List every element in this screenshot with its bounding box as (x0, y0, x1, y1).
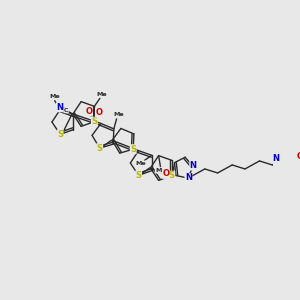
Text: S: S (92, 117, 98, 126)
Text: Me: Me (136, 161, 146, 166)
Text: N: N (272, 154, 279, 164)
Text: S: S (169, 171, 175, 180)
Text: N: N (185, 173, 192, 182)
Text: Me: Me (50, 94, 60, 99)
Text: O: O (85, 107, 92, 116)
Text: O: O (95, 108, 102, 117)
Text: Me: Me (113, 112, 124, 117)
Text: C: C (64, 108, 68, 113)
Text: S: S (97, 144, 103, 153)
Text: S: S (136, 171, 142, 180)
Text: Me: Me (96, 92, 107, 97)
Text: N: N (190, 161, 197, 170)
Text: O: O (297, 152, 300, 161)
Text: N: N (56, 103, 63, 112)
Text: O: O (162, 169, 169, 178)
Text: S: S (130, 145, 136, 154)
Text: Me: Me (155, 168, 166, 173)
Text: S: S (57, 130, 63, 139)
